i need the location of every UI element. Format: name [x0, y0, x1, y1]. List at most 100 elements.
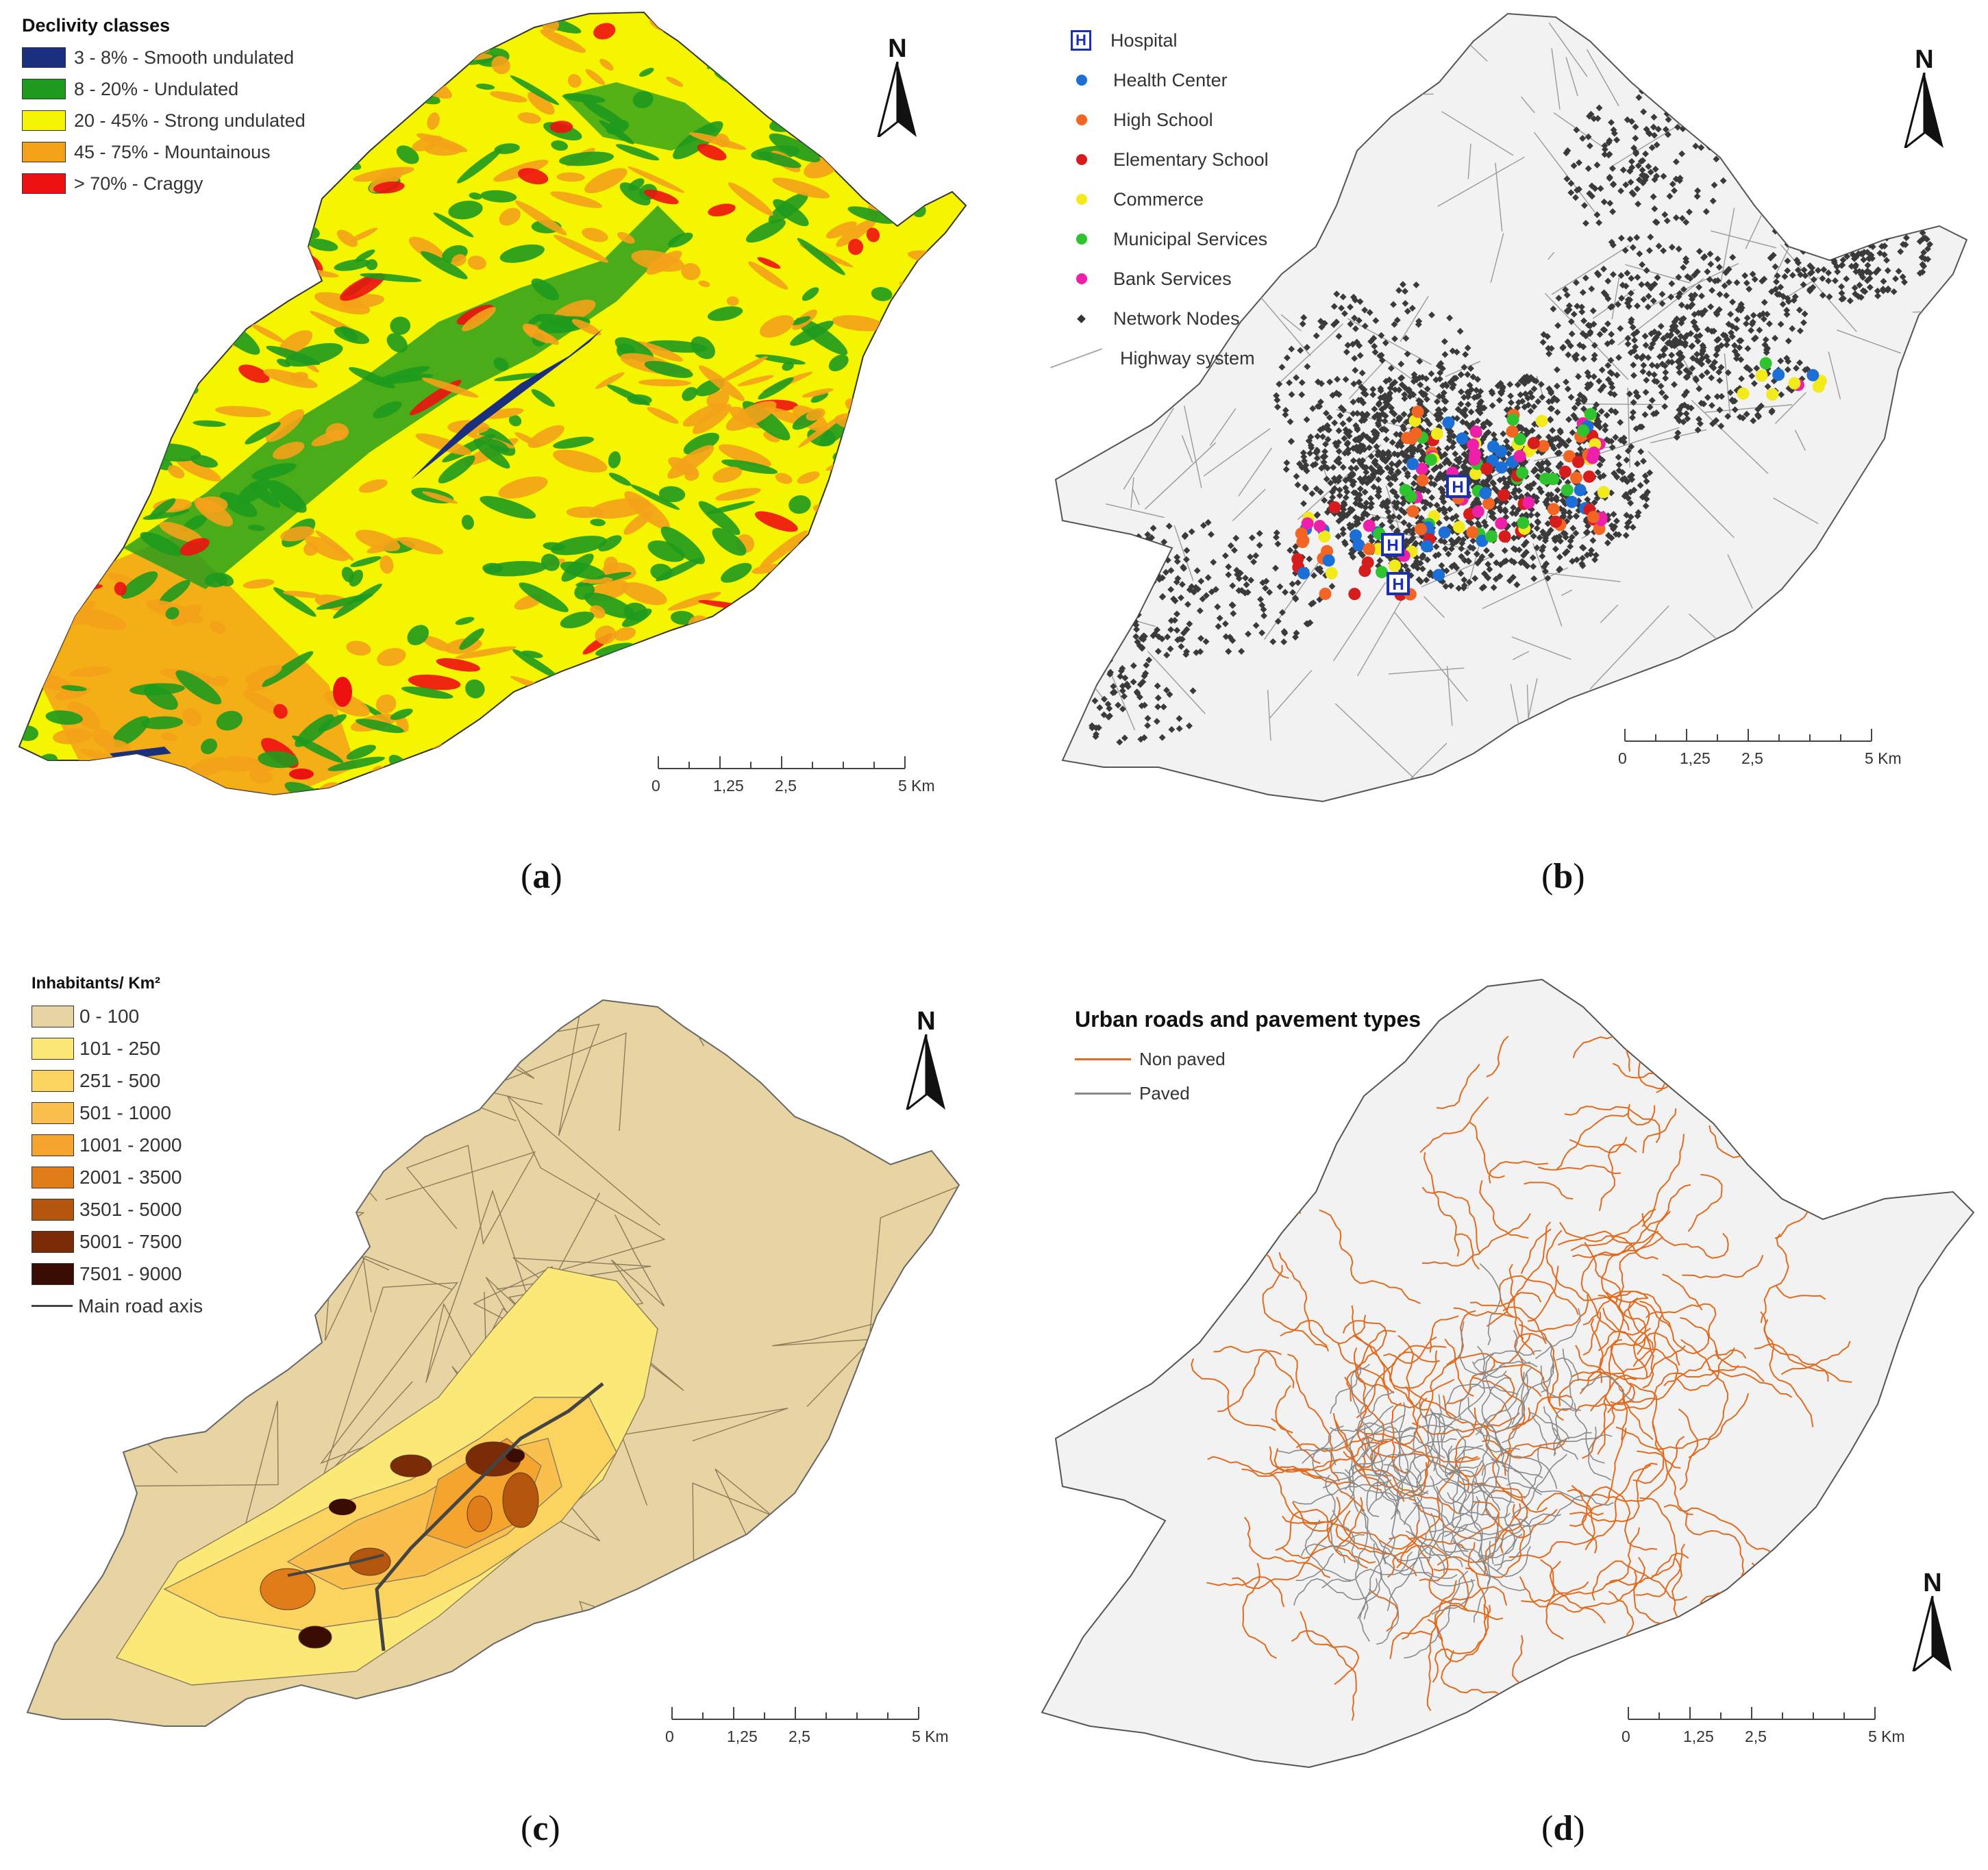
legend-item: 20 - 45% - Strong undulated [22, 105, 306, 136]
caption-a: (a) [521, 857, 562, 896]
legend-label: Highway system [1120, 347, 1255, 369]
legend-dot-symbol [1076, 75, 1087, 86]
legend-dot-symbol [1076, 194, 1087, 205]
panel-b-services-map: H H H H Hospital Health Center High School Ele… [994, 0, 1988, 890]
legend-label: 3 - 8% - Smooth undulated [74, 47, 295, 68]
legend-swatch [22, 79, 66, 99]
scale-bar-lines [1628, 1707, 1876, 1720]
scale-bar-lines [658, 756, 906, 769]
scale-label: 0 [651, 777, 660, 795]
scale-bar-c: 0 1,25 2,5 5 Km [665, 1704, 949, 1752]
scale-label: 5 Km [1865, 749, 1902, 767]
legend-item: 2001 - 3500 [32, 1161, 203, 1193]
legend-label: Elementary School [1113, 149, 1269, 170]
legend-label: Non paved [1139, 1048, 1226, 1069]
caption-b: (b) [1541, 857, 1585, 896]
legend-a: Declivity classes 3 - 8% - Smooth undula… [22, 15, 306, 199]
legend-item: Non paved [1075, 1042, 1421, 1076]
legend-label: > 70% - Craggy [74, 173, 203, 194]
road-lines [1191, 1017, 1852, 1767]
legend-label: 0 - 100 [79, 1005, 140, 1027]
legend-d: Urban roads and pavement types Non paved… [1075, 1007, 1421, 1110]
scale-label: 5 Km [1868, 1728, 1905, 1745]
scale-label: 0 [1618, 749, 1627, 767]
legend-line-symbol [1075, 1092, 1131, 1095]
legend-swatch [32, 1262, 74, 1285]
legend-line-symbol [1075, 1058, 1131, 1060]
legend-item: 5001 - 7500 [32, 1225, 203, 1258]
legend-item: 3501 - 5000 [32, 1193, 203, 1225]
legend-item: 8 - 20% - Undulated [22, 73, 306, 105]
scale-bar-a: 0 1,25 2,5 5 Km [651, 753, 935, 801]
svg-text:H: H [1392, 575, 1404, 594]
legend-label: 251 - 500 [79, 1069, 161, 1091]
legend-swatch [32, 1198, 74, 1221]
scale-label: 0 [1622, 1728, 1630, 1745]
svg-text:H: H [1452, 478, 1463, 497]
legend-item: Main road axis [32, 1290, 203, 1322]
panel-a-declivity-map: Declivity classes 3 - 8% - Smooth undula… [0, 0, 994, 890]
scale-label: 2,5 [788, 1728, 810, 1745]
scale-label: 2,5 [775, 777, 797, 795]
panel-d-roads-map: Urban roads and pavement types Non paved… [994, 959, 1988, 1870]
caption-c: (c) [521, 1809, 560, 1848]
north-arrow-icon [905, 1034, 945, 1112]
legend-swatch [32, 1069, 74, 1092]
legend-item: 251 - 500 [32, 1064, 203, 1097]
map-a-svg [18, 12, 967, 795]
panel-c-density-map: Inhabitants/ Km² 0 - 100 101 - 250 251 - 5… [0, 959, 994, 1870]
legend-label: Health Center [1113, 69, 1228, 90]
legend-swatch [32, 1005, 74, 1027]
north-arrow-b: N [1903, 47, 1945, 151]
legend-item: Bank Services [1068, 259, 1269, 299]
legend-label: 3501 - 5000 [79, 1198, 182, 1220]
scale-label: 2,5 [1741, 749, 1763, 767]
map-d-svg [1041, 979, 1974, 1768]
legend-item: Health Center [1068, 60, 1269, 100]
caption-d: (d) [1541, 1809, 1585, 1848]
legend-item: 1001 - 2000 [32, 1129, 203, 1161]
legend-dot-symbol [1076, 273, 1087, 284]
legend-dot-symbol [1076, 154, 1087, 165]
legend-swatch [32, 1134, 74, 1156]
legend-item: 0 - 100 [32, 1000, 203, 1032]
legend-swatch [22, 47, 66, 68]
legend-swatch [22, 142, 66, 162]
north-arrow-icon [1903, 72, 1943, 151]
scale-label: 1,25 [713, 777, 744, 795]
legend-label: Main road axis [78, 1295, 203, 1317]
legend-label: 501 - 1000 [79, 1101, 171, 1123]
legend-node-symbol [1077, 314, 1086, 323]
legend-label: Municipal Services [1113, 228, 1268, 249]
legend-label: 1001 - 2000 [79, 1134, 182, 1156]
legend-item: 3 - 8% - Smooth undulated [22, 42, 306, 73]
legend-item: Elementary School [1068, 140, 1269, 179]
legend-item: 45 - 75% - Mountainous [22, 136, 306, 168]
legend-label: Commerce [1113, 188, 1204, 210]
scale-label: 0 [665, 1728, 674, 1745]
legend-item: Paved [1075, 1076, 1421, 1110]
legend-label: 7501 - 9000 [79, 1262, 182, 1284]
legend-swatch [32, 1037, 74, 1060]
legend-item: 7501 - 9000 [32, 1258, 203, 1290]
legend-b: H Hospital Health Center High School Element… [1050, 21, 1269, 378]
legend-item: Highway system [1050, 338, 1269, 378]
legend-dot-symbol [1076, 114, 1087, 125]
north-arrow-c: N [905, 1008, 947, 1113]
legend-item: Commerce [1068, 179, 1269, 219]
legend-label: High School [1113, 109, 1213, 130]
scale-label: 1,25 [727, 1728, 758, 1745]
legend-item: High School [1068, 100, 1269, 140]
legend-label: 45 - 75% - Mountainous [74, 141, 271, 162]
legend-label: 101 - 250 [79, 1037, 161, 1059]
legend-label: Hospital [1110, 29, 1178, 51]
legend-label: 8 - 20% - Undulated [74, 78, 239, 99]
legend-label: 5001 - 7500 [79, 1230, 182, 1252]
scale-label: 2,5 [1745, 1728, 1767, 1745]
legend-item: 101 - 250 [32, 1032, 203, 1064]
legend-label: 20 - 45% - Strong undulated [74, 110, 306, 131]
legend-label: Paved [1139, 1082, 1190, 1104]
legend-swatch [22, 110, 66, 131]
legend-swatch [32, 1166, 74, 1188]
legend-label: 2001 - 3500 [79, 1166, 182, 1188]
